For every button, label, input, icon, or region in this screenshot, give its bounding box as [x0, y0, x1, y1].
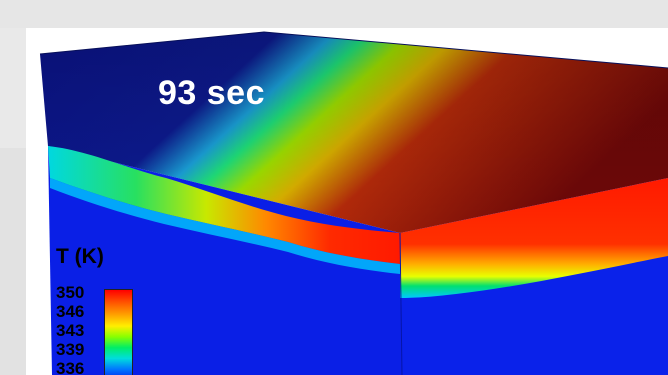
legend-tick-label: 343 [56, 321, 85, 340]
block-edges [39, 31, 668, 69]
legend-tick-label: 336 [56, 359, 85, 375]
legend-tick-label: 339 [56, 340, 85, 359]
slide-top-margin [0, 0, 668, 28]
legend-title: T (K) [56, 245, 104, 268]
front-face-thermal-band [48, 146, 400, 264]
slide-left-band [0, 148, 26, 375]
right-face-thermal-band [400, 178, 668, 298]
block-front-edge [399, 232, 403, 375]
legend-tick-label: 350 [56, 283, 85, 302]
simulation-panel: 93 sec T (K) 350 346 343 339 336 [26, 28, 668, 375]
legend-tick-label: 346 [56, 302, 85, 321]
block-top-face-shade [40, 32, 668, 233]
temperature-block-render [39, 31, 668, 375]
front-face-cyan-edge [50, 178, 400, 274]
legend-color-bar [104, 289, 133, 375]
time-label: 93 sec [158, 74, 265, 112]
